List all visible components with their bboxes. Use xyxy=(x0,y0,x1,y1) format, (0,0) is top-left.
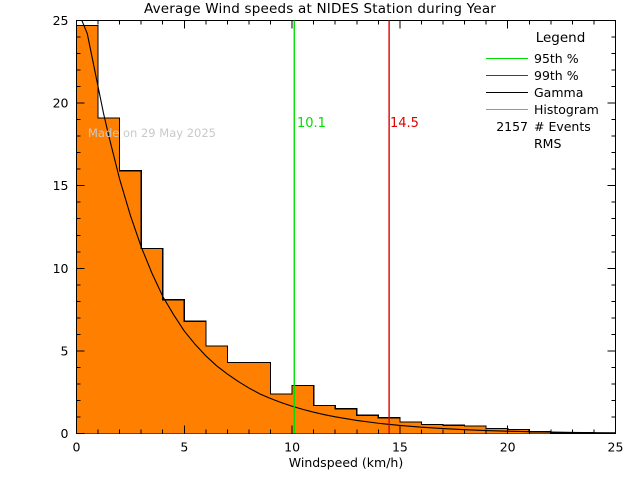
chart-title: Average Wind speeds at NIDES Station dur… xyxy=(143,1,497,17)
axis-ticks xyxy=(76,20,616,434)
legend: Legend 95th % 99th % Gamma Histogram 215… xyxy=(486,30,621,152)
legend-item-events: 2157 # Events xyxy=(486,118,621,135)
watermark-text: Made on 29 May 2025 xyxy=(88,126,216,140)
svg-text:15: 15 xyxy=(392,440,408,455)
legend-label-99th: 99th % xyxy=(534,68,579,83)
legend-title: Legend xyxy=(535,30,586,46)
legend-item-95th: 95th % xyxy=(486,50,621,67)
svg-text:0: 0 xyxy=(73,440,81,455)
percentile-95-label: 10.1 xyxy=(297,116,326,131)
svg-text:15: 15 xyxy=(53,178,69,193)
svg-text:10: 10 xyxy=(53,261,69,276)
x-axis-label: Windspeed (km/h) xyxy=(288,455,404,470)
legend-swatch-99th xyxy=(486,75,528,76)
svg-text:25: 25 xyxy=(608,440,624,455)
legend-label-95th: 95th % xyxy=(534,51,579,66)
legend-item-histogram: Histogram xyxy=(486,101,621,118)
legend-item-gamma: Gamma xyxy=(486,84,621,101)
legend-swatch-gamma xyxy=(486,92,528,93)
svg-text:20: 20 xyxy=(500,440,516,455)
percentile-lines xyxy=(293,20,390,434)
legend-rms-value xyxy=(486,135,528,152)
svg-text:5: 5 xyxy=(180,440,188,455)
legend-item-rms: RMS xyxy=(486,135,621,152)
legend-events-value: 2157 xyxy=(496,119,528,134)
legend-item-99th: 99th % xyxy=(486,67,621,84)
svg-text:25: 25 xyxy=(53,13,69,28)
legend-label-histogram: Histogram xyxy=(534,102,599,117)
gamma-fit-curve xyxy=(76,19,616,434)
svg-text:20: 20 xyxy=(53,96,69,111)
svg-text:0: 0 xyxy=(61,426,69,441)
legend-label-gamma: Gamma xyxy=(534,85,584,100)
legend-swatch-95th xyxy=(486,58,528,59)
axis-tick-labels: 0 5 10 15 20 25 0 5 10 15 20 25 xyxy=(53,13,624,455)
legend-swatch-histogram xyxy=(486,109,528,110)
svg-text:10: 10 xyxy=(284,440,300,455)
legend-label-rms: RMS xyxy=(534,136,562,151)
legend-label-events: # Events xyxy=(534,119,591,134)
svg-text:5: 5 xyxy=(61,343,69,358)
percentile-99-label: 14.5 xyxy=(390,116,419,131)
